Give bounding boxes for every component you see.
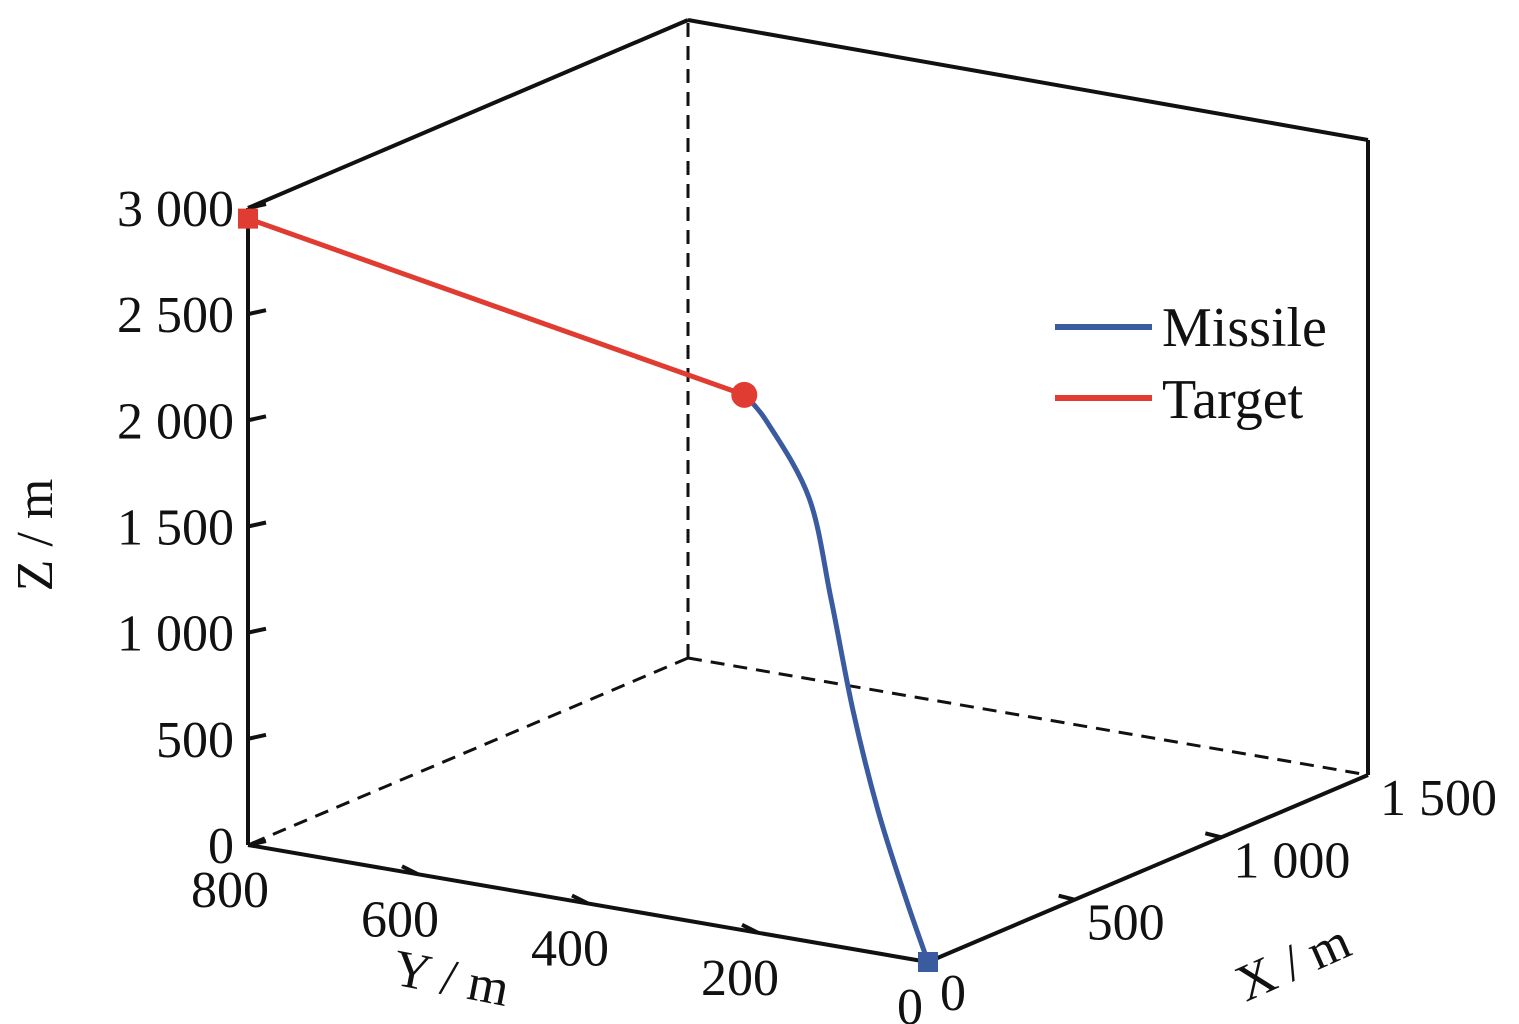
z-tick	[247, 414, 267, 423]
back-edge-y	[247, 656, 689, 847]
target-end-marker	[731, 381, 758, 408]
z-tick-label: 0	[208, 818, 234, 875]
x-axis-line	[927, 773, 1369, 964]
x-tick-label: 0	[940, 965, 966, 1022]
x-axis-title: X / m	[1228, 913, 1359, 1013]
z-tick-label: 2 500	[117, 287, 234, 344]
y-tick-label: 400	[531, 921, 609, 978]
back-edge-x	[687, 656, 1369, 777]
missile-start-marker	[918, 952, 938, 972]
x-tick	[1058, 893, 1076, 902]
axis-tick-labels: 0 500 1 000 1 500 2 000 2 500 3 000 0 200 400 600 8…	[117, 181, 1497, 1024]
legend-label-target: Target	[1162, 369, 1304, 431]
y-tick	[401, 864, 419, 877]
z-tick-label: 1 000	[117, 606, 234, 663]
y-tick-label: 800	[191, 862, 269, 919]
z-tick	[247, 202, 267, 210]
z-tick	[247, 626, 267, 635]
z-tick	[247, 308, 267, 317]
series-layer	[238, 208, 938, 972]
top-edge-left	[247, 18, 689, 210]
y-tick-label: 0	[897, 979, 923, 1024]
legend: Missile Target	[1055, 297, 1327, 431]
x-tick-label: 500	[1087, 895, 1165, 952]
target-trajectory	[245, 216, 747, 398]
target-start-marker	[238, 208, 258, 229]
missile-trajectory	[741, 392, 931, 965]
y-tick-label: 600	[361, 891, 439, 948]
x-tick-label: 1 000	[1233, 832, 1350, 889]
box-back-edges	[247, 20, 1369, 847]
z-axis-title: Z / m	[7, 479, 64, 592]
z-tick-label: 500	[156, 712, 234, 769]
z-tick	[247, 732, 267, 741]
legend-label-missile: Missile	[1162, 297, 1327, 359]
z-tick	[247, 839, 267, 847]
y-axis-title: Y / m	[389, 940, 514, 1018]
z-tick	[247, 520, 267, 529]
z-tick-label: 3 000	[117, 181, 234, 238]
z-tick-label: 2 000	[117, 393, 234, 450]
x-tick	[1204, 831, 1222, 840]
y-tick	[741, 922, 759, 935]
axis-ticks	[247, 202, 1222, 935]
top-edge-back	[687, 18, 1369, 142]
y-tick	[571, 893, 589, 906]
z-tick-label: 1 500	[117, 500, 234, 557]
y-tick-label: 200	[701, 950, 779, 1007]
x-tick-label: 1 500	[1380, 770, 1497, 827]
